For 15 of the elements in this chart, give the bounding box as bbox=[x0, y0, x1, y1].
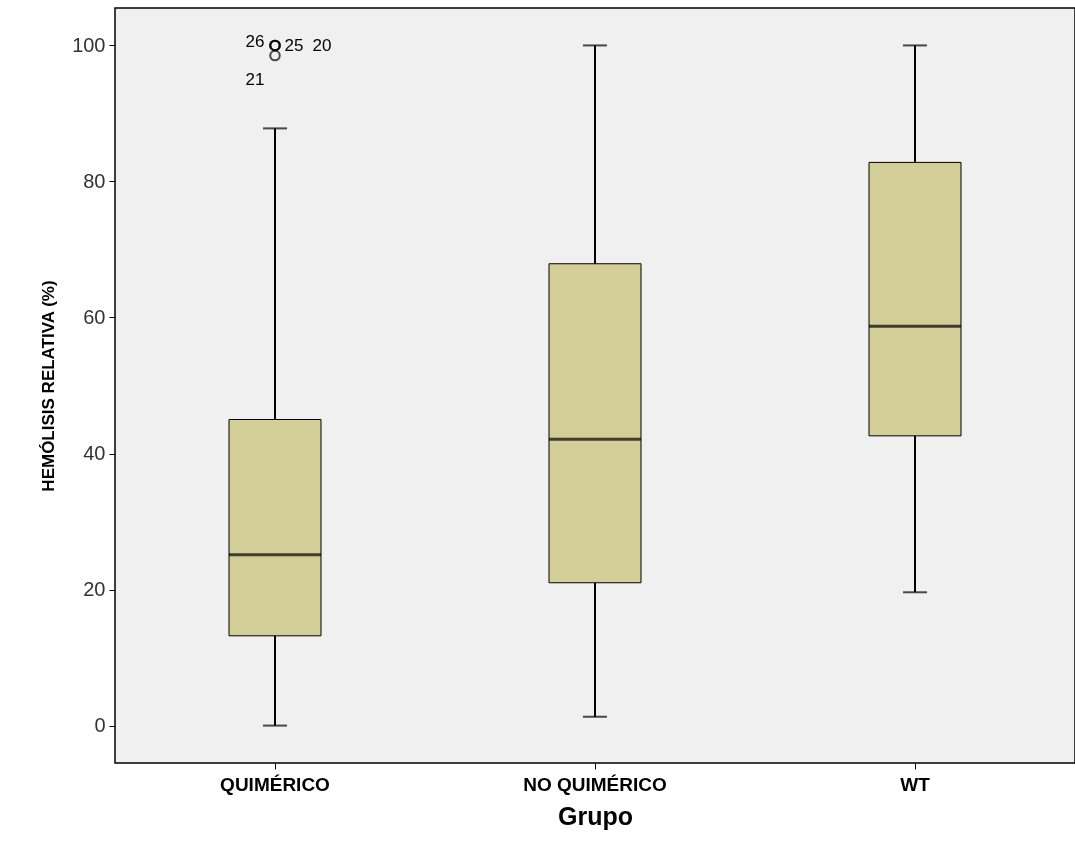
y-tick-label: 0 bbox=[94, 714, 106, 737]
y-tick-label: 40 bbox=[83, 442, 106, 465]
annotation: 26 bbox=[245, 32, 265, 52]
annotation: 25 bbox=[284, 36, 304, 56]
annotation: 21 bbox=[245, 69, 265, 89]
y-axis-title: HEMÓLISIS RELATIVA (%) bbox=[39, 280, 59, 492]
y-tick-label: 100 bbox=[72, 33, 106, 56]
x-tick-label: WT bbox=[900, 773, 931, 795]
y-tick-label: 80 bbox=[83, 169, 106, 192]
x-axis-title: Grupo bbox=[558, 801, 633, 830]
annotation: 20 bbox=[312, 36, 332, 56]
y-tick-label: 60 bbox=[83, 305, 106, 328]
y-tick-label: 20 bbox=[83, 578, 106, 601]
x-tick-label: QUIMÉRICO bbox=[220, 773, 330, 795]
x-tick-label: NO QUIMÉRICO bbox=[523, 773, 667, 795]
